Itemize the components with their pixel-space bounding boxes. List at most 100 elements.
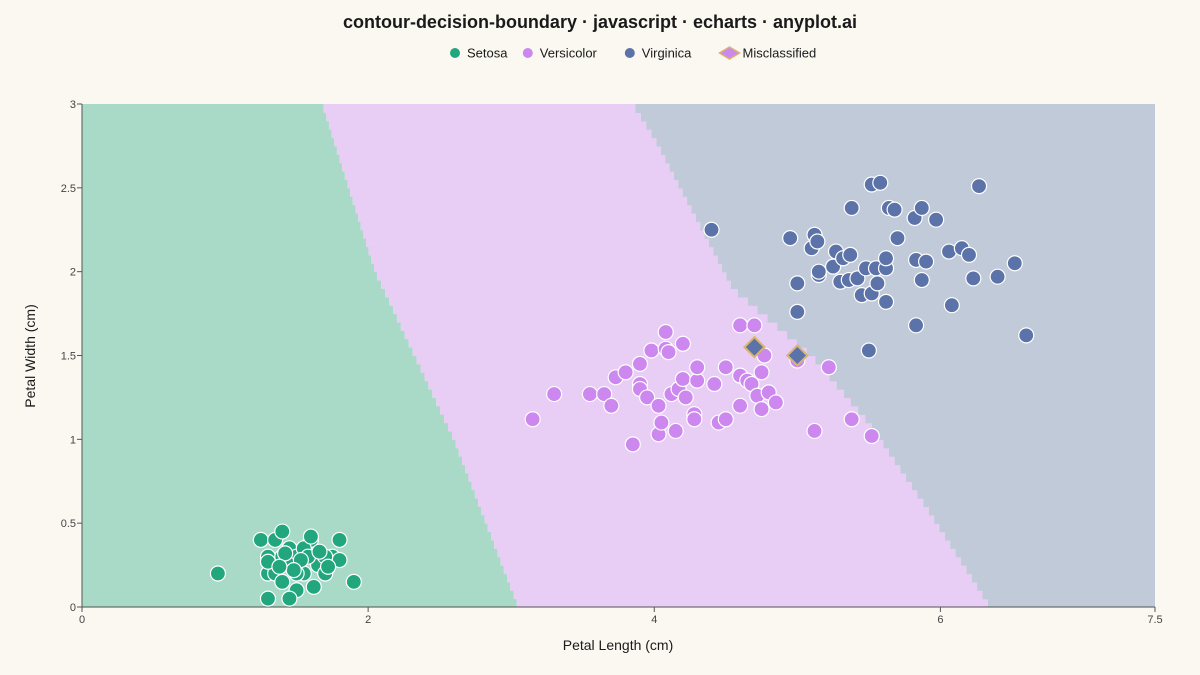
region-setosa-band [82, 254, 372, 264]
point-versicolor [660, 344, 677, 361]
region-setosa-band [82, 171, 345, 181]
point-versicolor [820, 359, 837, 376]
region-setosa-band [82, 363, 421, 373]
region-setosa-band [82, 246, 369, 256]
region-setosa-band [82, 430, 453, 440]
region-versicolor-band [342, 162, 670, 172]
region-virginica-band [858, 405, 1155, 415]
region-virginica-band [822, 363, 1155, 373]
region-setosa-band [82, 112, 327, 122]
point-virginica [989, 268, 1006, 285]
y-tick-label: 3 [70, 99, 76, 111]
region-setosa-band [82, 472, 469, 482]
point-virginica [842, 246, 859, 263]
region-versicolor-band [494, 539, 951, 549]
region-versicolor-band [392, 305, 758, 315]
region-setosa-band [82, 321, 401, 331]
point-setosa [311, 543, 328, 560]
point-versicolor [767, 394, 784, 411]
region-setosa-band [82, 372, 425, 382]
decision-regions [82, 104, 1155, 608]
region-versicolor-band [416, 355, 816, 365]
point-versicolor [746, 317, 763, 334]
region-versicolor-band [471, 481, 912, 491]
point-versicolor [617, 364, 634, 381]
region-setosa-band [82, 296, 390, 306]
legend-item-setosa[interactable]: Setosa [450, 46, 508, 61]
region-setosa-band [82, 238, 367, 248]
region-setosa-band [82, 456, 463, 466]
region-versicolor-band [371, 254, 718, 264]
point-versicolor [667, 422, 684, 440]
region-versicolor-band [500, 556, 961, 566]
region-virginica-band [888, 447, 1155, 457]
point-versicolor [657, 323, 674, 341]
region-versicolor-band [408, 338, 797, 348]
region-versicolor-band [373, 263, 723, 273]
point-virginica [703, 221, 720, 238]
region-setosa-band [82, 288, 386, 298]
region-versicolor-band [350, 187, 683, 197]
y-tick-label: 1.5 [61, 351, 76, 363]
region-virginica-band [939, 523, 1155, 533]
point-virginica [809, 233, 826, 250]
point-versicolor [674, 335, 691, 352]
region-setosa-band [82, 464, 466, 474]
region-setosa-band [82, 154, 340, 164]
region-versicolor-band [507, 573, 972, 583]
region-versicolor-band [490, 531, 945, 541]
region-versicolor-band [400, 321, 778, 331]
point-versicolor [689, 359, 706, 376]
point-versicolor [677, 389, 694, 406]
point-setosa [259, 590, 277, 607]
point-virginica [782, 230, 799, 247]
point-versicolor [753, 401, 770, 418]
region-setosa-band [82, 162, 343, 172]
region-versicolor-band [396, 313, 768, 323]
y-tick-label: 2.5 [61, 183, 76, 195]
x-tick-label: 7.5 [1147, 614, 1162, 626]
region-virginica-band [843, 389, 1155, 399]
region-versicolor-band [510, 581, 978, 591]
region-setosa-band [82, 196, 353, 206]
region-setosa-band [82, 514, 485, 524]
region-versicolor-band [474, 489, 918, 499]
region-virginica-band [669, 162, 1155, 172]
region-virginica-band [678, 179, 1155, 189]
point-versicolor [631, 355, 649, 372]
point-virginica [960, 246, 978, 263]
region-versicolor-band [363, 229, 705, 239]
region-versicolor-band [366, 238, 709, 248]
point-setosa [209, 565, 227, 582]
region-virginica-band [656, 137, 1155, 147]
region-virginica-band [730, 280, 1155, 290]
region-setosa-band [82, 263, 374, 273]
point-versicolor [732, 317, 749, 334]
region-versicolor-band [358, 212, 696, 222]
region-virginica-band [665, 154, 1155, 164]
point-versicolor [524, 411, 541, 428]
legend[interactable]: Setosa Versicolor Virginica Misclassified [450, 46, 816, 61]
region-setosa-band [82, 355, 417, 365]
legend-item-misclassified[interactable]: Misclassified [718, 46, 817, 61]
region-virginica-band [767, 313, 1155, 323]
y-tick-label: 0 [70, 602, 76, 614]
region-versicolor-band [516, 598, 988, 608]
region-versicolor-band [465, 464, 901, 474]
point-versicolor [643, 342, 660, 359]
x-tick-label: 2 [365, 614, 371, 626]
point-setosa [302, 528, 320, 545]
legend-item-versicolor[interactable]: Versicolor [522, 46, 598, 61]
point-versicolor [689, 372, 706, 389]
region-versicolor-band [331, 129, 652, 139]
region-versicolor-band [352, 196, 688, 206]
region-setosa-band [82, 137, 335, 147]
region-versicolor-band [360, 221, 701, 231]
legend-item-virginica[interactable]: Virginica [624, 46, 692, 61]
point-virginica [843, 199, 860, 217]
point-setosa [274, 523, 291, 540]
region-setosa-band [82, 506, 482, 516]
legend-marker [718, 46, 741, 60]
region-virginica-band [982, 590, 1155, 600]
